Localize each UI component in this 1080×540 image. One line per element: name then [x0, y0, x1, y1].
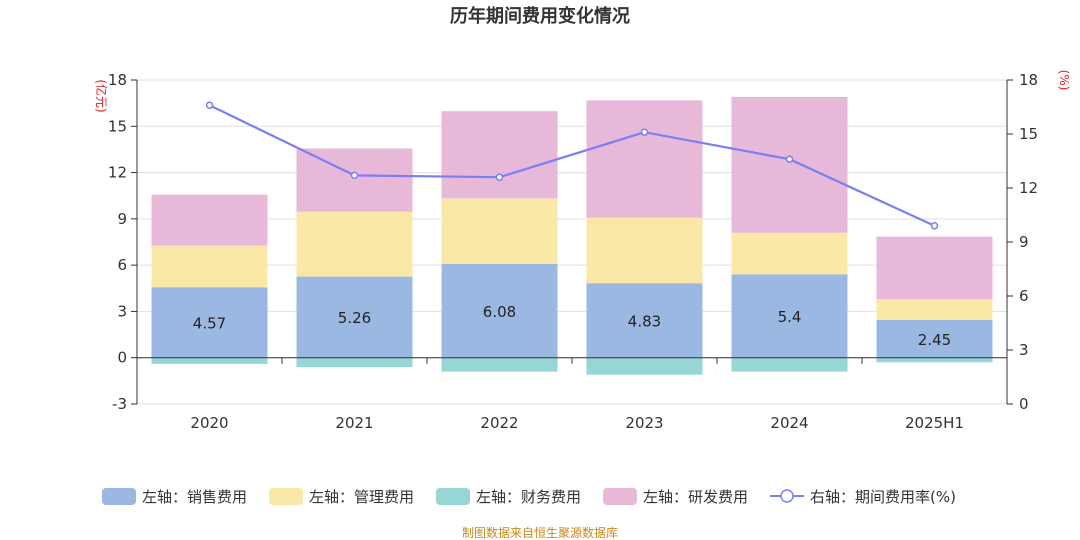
sales-value-label: 5.4	[778, 308, 802, 326]
bar-segment[interactable]	[876, 299, 993, 320]
chart-title: 历年期间费用变化情况	[450, 5, 630, 27]
bar-segment[interactable]	[876, 236, 993, 300]
right-tick-label: 9	[1019, 233, 1029, 251]
x-tick-label: 2025H1	[905, 414, 964, 432]
bar-segment[interactable]	[731, 357, 848, 372]
sales-value-label: 4.57	[193, 314, 226, 332]
bars	[151, 96, 993, 375]
sales-value-label: 2.45	[918, 331, 951, 349]
right-tick-label: 18	[1019, 71, 1038, 89]
rate-point[interactable]	[640, 128, 649, 136]
legend-circle-swatch	[780, 489, 794, 503]
right-tick-label: 12	[1019, 179, 1038, 197]
bar-segment[interactable]	[151, 357, 268, 364]
left-tick-label: 9	[117, 210, 127, 228]
left-tick-label: 18	[108, 71, 127, 89]
legend-item[interactable]: 左轴：销售费用	[102, 488, 247, 506]
legend-item[interactable]: 右轴：期间费用率(%)	[770, 488, 956, 506]
bar-segment[interactable]	[151, 287, 268, 358]
left-tick-label: 6	[117, 256, 127, 274]
right-tick-label: 3	[1019, 341, 1029, 359]
rate-point[interactable]	[350, 171, 359, 180]
right-tick-label: 6	[1019, 287, 1029, 305]
left-tick-label: 15	[108, 117, 127, 135]
bar-segment[interactable]	[586, 357, 703, 375]
source-note: 制图数据来自恒生聚源数据库	[462, 525, 618, 540]
bar-segment[interactable]	[876, 357, 993, 363]
sales-value-label: 6.08	[483, 303, 516, 321]
legend-swatch	[603, 488, 637, 505]
sales-value-label: 4.83	[628, 312, 661, 330]
legend-swatch	[436, 488, 470, 505]
bar-segment[interactable]	[441, 111, 558, 199]
rate-line	[205, 101, 939, 230]
bar-segment[interactable]	[296, 357, 413, 367]
x-tick-label: 2021	[335, 414, 373, 432]
rate-point[interactable]	[205, 101, 214, 109]
left-axis-unit: (亿元)	[94, 79, 109, 112]
legend-swatch	[102, 488, 136, 505]
x-tick-label: 2020	[190, 414, 228, 432]
bar-segment[interactable]	[441, 357, 558, 372]
bar-segment[interactable]	[586, 283, 703, 358]
bar-segment[interactable]	[731, 232, 848, 275]
bar-segment[interactable]	[441, 198, 558, 264]
bar-segment[interactable]	[296, 211, 413, 277]
legend-label: 左轴：财务费用	[476, 488, 581, 506]
rate-line-path	[209, 104, 935, 227]
left-tick-label: 3	[117, 302, 127, 320]
legend[interactable]: 左轴：销售费用 左轴：管理费用 左轴：财务费用 左轴：研发费用 右轴：期间费用率(%)	[102, 488, 956, 506]
rate-point[interactable]	[930, 222, 939, 230]
left-tick-label: -3	[112, 395, 127, 413]
legend-label: 左轴：销售费用	[142, 488, 247, 506]
left-tick-label: 12	[108, 164, 127, 182]
legend-item[interactable]: 左轴：财务费用	[436, 488, 581, 506]
x-tick-label: 2024	[770, 414, 808, 432]
x-tick-label: 2022	[480, 414, 518, 432]
bar-segment[interactable]	[441, 263, 558, 358]
legend-label: 右轴：期间费用率(%)	[810, 488, 956, 506]
bar-segment[interactable]	[586, 100, 703, 218]
right-axis-unit: (%)	[1057, 70, 1071, 91]
bar-segment[interactable]	[296, 276, 413, 358]
legend-label: 左轴：研发费用	[643, 488, 748, 506]
data-labels: 4.57 5.26 6.08 4.83 5.4 2.45	[193, 303, 951, 349]
bar-segment[interactable]	[876, 319, 993, 358]
rate-point[interactable]	[785, 155, 794, 163]
legend-item[interactable]: 左轴：研发费用	[603, 488, 748, 506]
legend-swatch	[269, 488, 303, 505]
bar-segment[interactable]	[731, 274, 848, 358]
legend-label: 左轴：管理费用	[309, 488, 414, 506]
right-tick-label: 15	[1019, 125, 1038, 143]
right-tick-label: 0	[1019, 395, 1029, 413]
bar-segment[interactable]	[151, 245, 268, 288]
rate-point[interactable]	[495, 173, 504, 181]
bar-segment[interactable]	[151, 194, 268, 246]
bar-segment[interactable]	[731, 96, 848, 233]
sales-value-label: 5.26	[338, 309, 371, 327]
left-tick-label: 0	[117, 349, 127, 367]
legend-item[interactable]: 左轴：管理费用	[269, 488, 414, 506]
bar-segment[interactable]	[296, 148, 413, 212]
bar-segment[interactable]	[586, 217, 703, 284]
x-tick-label: 2023	[625, 414, 663, 432]
